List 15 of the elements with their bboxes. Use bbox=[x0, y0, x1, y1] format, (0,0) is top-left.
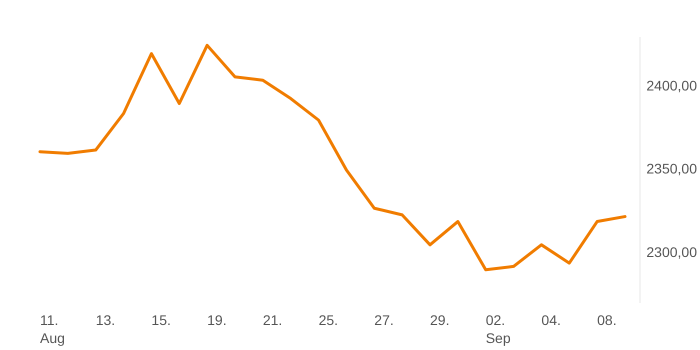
x-tick-label: 21. bbox=[262, 312, 282, 328]
x-tick-label: 02. Sep bbox=[486, 312, 511, 346]
x-tick-label: 13. bbox=[96, 312, 116, 328]
y-tick-label: 2400,00 bbox=[646, 78, 698, 94]
x-tick-label: 15. bbox=[151, 312, 171, 328]
x-tick-label: 08. bbox=[597, 312, 617, 328]
x-tick-label: 04. bbox=[541, 312, 561, 328]
x-tick-label: 25. bbox=[318, 312, 338, 328]
x-tick-label: 27. bbox=[374, 312, 394, 328]
x-tick-label: 29. bbox=[430, 312, 450, 328]
y-tick-label: 2300,00 bbox=[646, 244, 698, 260]
x-tick-label: 19. bbox=[207, 312, 227, 328]
y-tick-label: 2350,00 bbox=[646, 160, 698, 177]
line-series bbox=[38, 44, 626, 272]
x-tick-label: 11. Aug bbox=[40, 312, 65, 346]
